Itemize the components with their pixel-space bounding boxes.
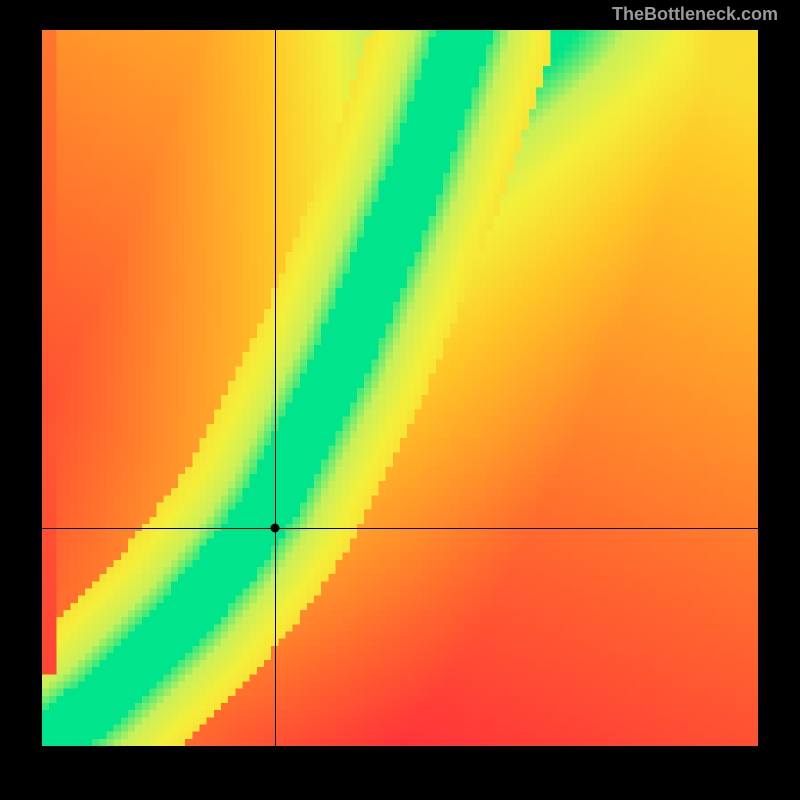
watermark-text: TheBottleneck.com: [612, 4, 778, 25]
crosshair-marker: [270, 523, 279, 532]
plot-area: [42, 30, 758, 746]
crosshair-vertical: [275, 30, 276, 746]
crosshair-horizontal: [42, 528, 758, 529]
root: TheBottleneck.com: [0, 0, 800, 800]
heatmap-canvas: [42, 30, 758, 746]
